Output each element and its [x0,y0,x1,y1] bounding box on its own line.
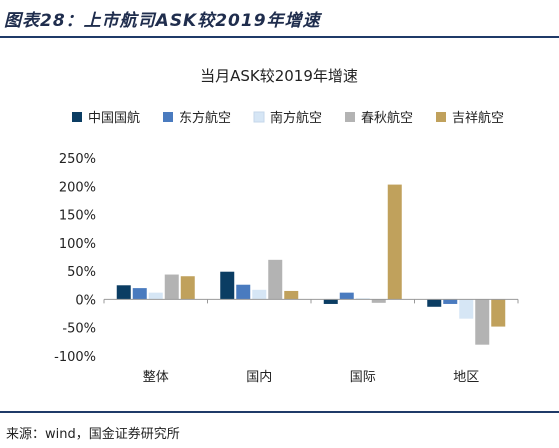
bar [116,285,131,300]
bar [427,299,442,307]
bar [252,289,267,300]
y-tick-label: 50% [67,265,96,280]
y-tick-label: 200% [59,180,96,195]
legend-label: 南方航空 [270,110,322,126]
bar [236,284,251,300]
x-tick-label: 国际 [350,370,376,385]
x-tick-label: 国内 [246,369,272,385]
y-tick-label: 250% [59,152,96,167]
x-tick-label: 地区 [453,370,479,385]
legend-label: 东方航空 [179,110,231,126]
legend-swatch [72,112,82,122]
bar [164,274,179,300]
legend: 中国国航 东方航空 南方航空 春秋航空 吉祥航空 [72,110,504,126]
y-tick-label: 150% [59,209,96,224]
bar [459,299,474,319]
legend-swatch [163,112,173,122]
top-rule [0,36,559,38]
bar-chart: 当月ASK较2019年增速 中国国航 东方航空 南方航空 春秋航空 吉祥航空 250%2… [54,67,519,385]
bar [148,292,163,300]
legend-label: 中国国航 [88,110,140,126]
x-tick-label: 整体 [143,370,169,385]
bar [132,288,147,300]
bar [371,299,386,303]
y-tick-label: 100% [59,237,96,252]
bar [443,299,458,304]
y-tick-label: -100% [54,350,96,365]
bar [339,292,354,300]
bottom-rule [0,411,559,413]
bar [180,276,195,300]
legend-label: 吉祥航空 [452,110,504,126]
bar [220,271,235,300]
bar [268,259,283,300]
chart-title: 当月ASK较2019年增速 [200,67,358,85]
bar [387,184,402,300]
legend-swatch [253,111,265,123]
y-axis: 250% 200% 150% 100% 50% 0% -50% -100% [54,152,96,365]
legend-swatch [436,112,446,122]
figure-title: 图表28：上市航司ASK较2019年增速 [4,11,321,31]
y-tick-label: 0% [75,293,96,308]
bar [491,299,506,327]
bar [284,290,299,300]
bar [323,299,338,304]
legend-label: 春秋航空 [361,110,413,126]
bar [355,298,370,300]
bar [475,299,490,345]
legend-swatch [345,112,355,122]
y-tick-label: -50% [62,322,96,337]
bars [116,184,506,345]
x-axis: 整体 国内 国际 地区 [103,298,519,385]
source-note: 来源：wind，国金证券研究所 [6,427,180,442]
